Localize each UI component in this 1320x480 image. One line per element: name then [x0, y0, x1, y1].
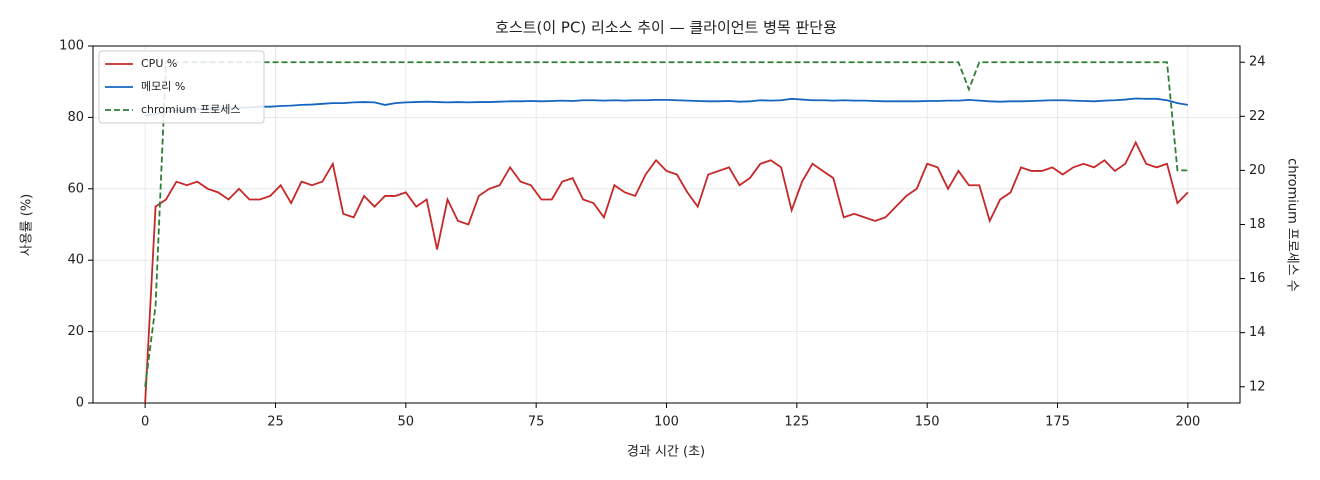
series-line — [144, 140, 1189, 404]
series-line — [144, 61, 1188, 387]
y2-tick-label: 14 — [1249, 325, 1266, 340]
x-tick-label: 25 — [267, 415, 284, 430]
legend-box — [98, 50, 265, 124]
y-tick-label: 0 — [76, 396, 84, 411]
plot-frame — [92, 45, 1241, 404]
x-tick-label: 125 — [784, 415, 809, 430]
series-line — [144, 97, 1189, 117]
legend-label: 메모리 % — [141, 80, 185, 93]
y2-tick-label: 24 — [1249, 55, 1266, 70]
y-tick-label: 40 — [67, 253, 84, 268]
y-tick-label: 80 — [67, 110, 84, 125]
y2-tick-label: 20 — [1249, 163, 1266, 178]
x-tick-label: 75 — [528, 415, 545, 430]
x-axis-label: 경과 시간 (초) — [627, 445, 705, 460]
y-tick-label: 100 — [59, 39, 84, 54]
legend-label: chromium 프로세스 — [141, 103, 240, 116]
chart-title: 호스트(이 PC) 리소스 추이 — 클라이언트 병목 판단용 — [495, 19, 837, 37]
x-tick-label: 150 — [915, 415, 940, 430]
y-tick-label: 20 — [67, 324, 84, 339]
y-tick-label: 60 — [67, 181, 84, 196]
x-tick-label: 100 — [654, 415, 679, 430]
x-tick-label: 200 — [1175, 415, 1200, 430]
x-tick-label: 0 — [141, 415, 149, 430]
y2-tick-label: 22 — [1249, 109, 1266, 124]
x-tick-label: 50 — [398, 415, 415, 430]
y2-tick-label: 12 — [1249, 379, 1266, 394]
y2-axis-label: chromium 프로세스 수 — [1285, 158, 1300, 292]
y-axis-label: 사용률 (%) — [20, 194, 35, 257]
y2-tick-label: 18 — [1249, 217, 1266, 232]
x-tick-label: 175 — [1045, 415, 1070, 430]
legend-label: CPU % — [141, 57, 177, 70]
y2-tick-label: 16 — [1249, 271, 1266, 286]
